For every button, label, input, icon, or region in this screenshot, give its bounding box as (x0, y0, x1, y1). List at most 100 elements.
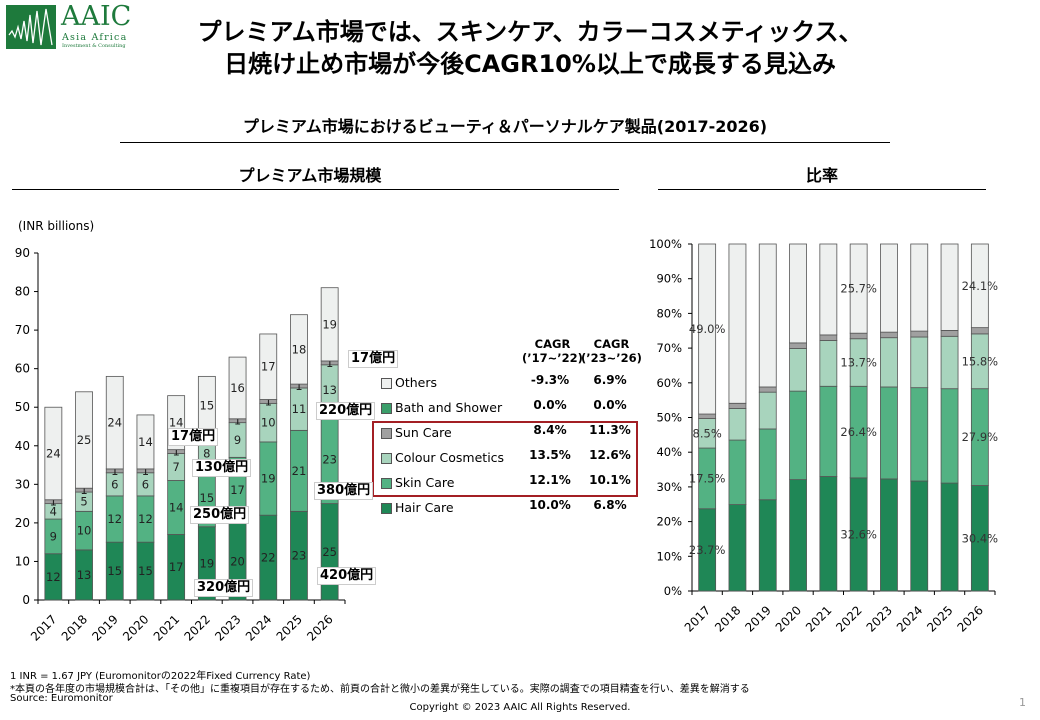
bar-others (228, 356, 247, 420)
bar-colour-cosmetics (819, 340, 838, 387)
data-label: 17 (230, 483, 245, 497)
ratio-chart: 0% 10% 20% 30% 40% 50% 60% 70% 80% 90% 100% 23.7% 17… (649, 237, 999, 635)
x-tick-label: 2021 (803, 603, 834, 634)
data-label: 12 (46, 570, 61, 584)
y-tick-label: 30% (656, 480, 682, 494)
data-label: 1 (111, 464, 118, 478)
data-label: 6 (142, 477, 149, 491)
x-tick-label: 2024 (894, 603, 925, 634)
data-label: 5 (80, 495, 87, 509)
legend-swatch (381, 453, 392, 464)
x-tick-label: 2026 (304, 612, 335, 643)
data-label: 1 (80, 483, 87, 497)
bar-sun-care (789, 342, 807, 349)
bar-sun-care (819, 334, 838, 341)
bar-others (819, 243, 838, 336)
bar-skin-care (728, 439, 747, 505)
bar-others (880, 243, 898, 333)
y-tick-label: 100% (649, 237, 682, 251)
data-label: 10 (77, 524, 92, 538)
jpy-value-callout: 130億円 (192, 459, 252, 477)
x-tick-label: 2017 (28, 612, 59, 643)
data-label: 15.8% (962, 354, 999, 368)
bar-colour-cosmetics (758, 391, 777, 430)
legend-item-colour-cosmetics: Colour Cosmetics (381, 450, 504, 468)
data-label: 32.6% (840, 527, 877, 541)
page-number: 1 (1019, 696, 1026, 709)
bar-others (758, 243, 777, 388)
bar-hair-care (789, 479, 807, 592)
bar-others (698, 243, 717, 415)
data-label: 1 (172, 445, 179, 459)
data-label: 22 (261, 551, 276, 565)
aaic-logo: AAIC Asia Africa Investment & Consulting (6, 1, 134, 49)
data-label: 13.7% (840, 356, 877, 370)
logo-line1: Asia Africa (62, 32, 128, 43)
y-tick-label: 20% (656, 515, 682, 529)
bar-colour-cosmetics (789, 348, 807, 392)
cagr-header-2-line1: CAGR (593, 337, 630, 351)
bar-skin-care (758, 428, 777, 501)
footnote-disclaimer: *本頁の各年度の市場規模合計は、「その他」に重複項目が存在するため、前頁の合計と… (10, 684, 750, 695)
data-label: 14 (169, 416, 184, 430)
bar-skin-care (819, 385, 838, 477)
cagr-23-26-value: 6.9% (593, 373, 627, 387)
y-tick-label: 50% (656, 411, 682, 425)
cagr-header-1-line1: CAGR (534, 337, 571, 351)
bar-hair-care (880, 478, 898, 592)
footnote-exchange-rate: 1 INR = 1.67 JPY (Euromonitorの2022年Fixed… (10, 671, 311, 682)
data-label: 12 (138, 512, 153, 526)
data-label: 8 (203, 446, 210, 460)
jpy-value-callout: 320億円 (194, 579, 254, 597)
data-label: 14 (138, 435, 153, 449)
page-title: プレミアム市場では、スキンケア、カラーコスメティックス、 日焼け止め市場が今後C… (140, 16, 920, 80)
cagr-17-22-value: -9.3% (530, 373, 570, 387)
x-tick-label: 2022 (833, 603, 864, 634)
bar-skin-care (789, 390, 807, 481)
y-tick-label: 90 (15, 246, 30, 260)
data-label: 15 (138, 564, 153, 578)
bar-others (970, 243, 989, 329)
x-tick-label: 2025 (924, 603, 955, 634)
legend-label: Sun Care (395, 425, 452, 440)
data-label: 24 (107, 416, 122, 430)
x-tick-label: 2020 (120, 612, 151, 643)
data-label: 13 (322, 383, 337, 397)
data-label: 1 (326, 356, 333, 370)
bar-sun-care (698, 413, 717, 419)
bar-others (728, 243, 747, 404)
bar-others (320, 287, 339, 362)
jpy-value-callout: 420億円 (317, 567, 377, 585)
data-label: 30.4% (962, 531, 999, 545)
bar-others (849, 243, 868, 334)
bar-sun-care (970, 327, 989, 335)
logo-wave-icon (6, 5, 56, 49)
data-label: 49.0% (689, 322, 726, 336)
data-label: 1 (234, 414, 241, 428)
title-line-2: 日焼け止め市場が今後CAGR10%以上で成長する見込み (224, 50, 836, 78)
legend-swatch (381, 478, 392, 489)
data-label: 17.5% (689, 471, 726, 485)
y-tick-label: 0% (664, 584, 682, 598)
legend-label: Hair Care (395, 500, 454, 515)
section-title-market-size: プレミアム市場規模 (238, 166, 382, 185)
y-tick-label: 60 (15, 362, 30, 376)
x-tick-label: 2025 (274, 612, 305, 643)
data-label: 27.9% (962, 430, 999, 444)
bar-others (44, 406, 63, 501)
y-tick-label: 80 (15, 285, 30, 299)
bar-colour-cosmetics (880, 337, 898, 388)
data-label: 19 (322, 317, 337, 331)
bar-others (910, 243, 929, 332)
cagr-17-22-value: 12.1% (529, 473, 571, 487)
y-tick-label: 40 (15, 439, 30, 453)
data-label: 13 (77, 568, 92, 582)
cagr-header-2: CAGR (’23~’26) (574, 337, 649, 365)
footnote-source: Source: Euromonitor (10, 693, 113, 704)
x-tick-label: 2024 (243, 612, 274, 643)
bar-colour-cosmetics (910, 336, 929, 389)
x-tick-label: 2020 (773, 603, 804, 634)
bar-others (789, 243, 807, 344)
y-tick-label: 70% (656, 341, 682, 355)
data-label: 17 (169, 560, 184, 574)
